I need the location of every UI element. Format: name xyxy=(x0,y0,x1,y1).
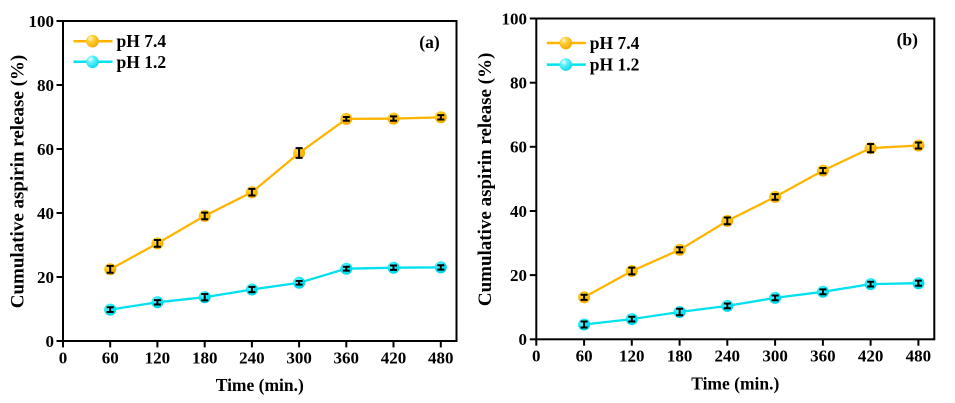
svg-text:Cumulative aspirin release (%): Cumulative aspirin release (%) xyxy=(475,53,496,307)
svg-text:240: 240 xyxy=(239,348,265,367)
svg-text:80: 80 xyxy=(37,76,54,95)
svg-text:40: 40 xyxy=(510,202,527,221)
svg-text:(b): (b) xyxy=(897,30,919,50)
svg-text:20: 20 xyxy=(37,268,54,287)
svg-text:pH 1.2: pH 1.2 xyxy=(590,55,640,75)
svg-text:420: 420 xyxy=(858,347,884,366)
svg-text:100: 100 xyxy=(29,12,55,31)
svg-text:80: 80 xyxy=(510,74,527,93)
svg-text:60: 60 xyxy=(510,138,527,157)
svg-text:60: 60 xyxy=(576,347,593,366)
svg-text:Time (min.): Time (min.) xyxy=(216,375,304,395)
svg-text:0: 0 xyxy=(519,330,528,349)
svg-text:20: 20 xyxy=(510,266,527,285)
svg-text:Cumulative aspirin release (%): Cumulative aspirin release (%) xyxy=(8,55,29,309)
svg-text:pH 7.4: pH 7.4 xyxy=(590,33,640,53)
svg-text:360: 360 xyxy=(810,347,836,366)
svg-text:(a): (a) xyxy=(419,32,440,52)
svg-text:240: 240 xyxy=(715,347,741,366)
svg-text:pH 1.2: pH 1.2 xyxy=(117,52,167,72)
svg-text:60: 60 xyxy=(37,140,54,159)
svg-text:40: 40 xyxy=(37,204,54,223)
svg-text:pH 7.4: pH 7.4 xyxy=(117,31,167,51)
svg-text:360: 360 xyxy=(334,348,360,367)
svg-text:420: 420 xyxy=(381,348,407,367)
svg-text:120: 120 xyxy=(619,347,645,366)
svg-text:60: 60 xyxy=(102,348,119,367)
svg-text:480: 480 xyxy=(906,347,932,366)
svg-text:120: 120 xyxy=(145,348,171,367)
svg-text:180: 180 xyxy=(192,348,218,367)
svg-text:180: 180 xyxy=(667,347,693,366)
svg-text:0: 0 xyxy=(532,347,541,366)
svg-text:0: 0 xyxy=(46,332,55,351)
svg-text:100: 100 xyxy=(502,9,528,28)
svg-text:0: 0 xyxy=(59,348,68,367)
svg-text:300: 300 xyxy=(286,348,312,367)
svg-text:300: 300 xyxy=(762,347,788,366)
svg-text:480: 480 xyxy=(428,348,454,367)
svg-text:Time (min.): Time (min.) xyxy=(691,373,779,393)
